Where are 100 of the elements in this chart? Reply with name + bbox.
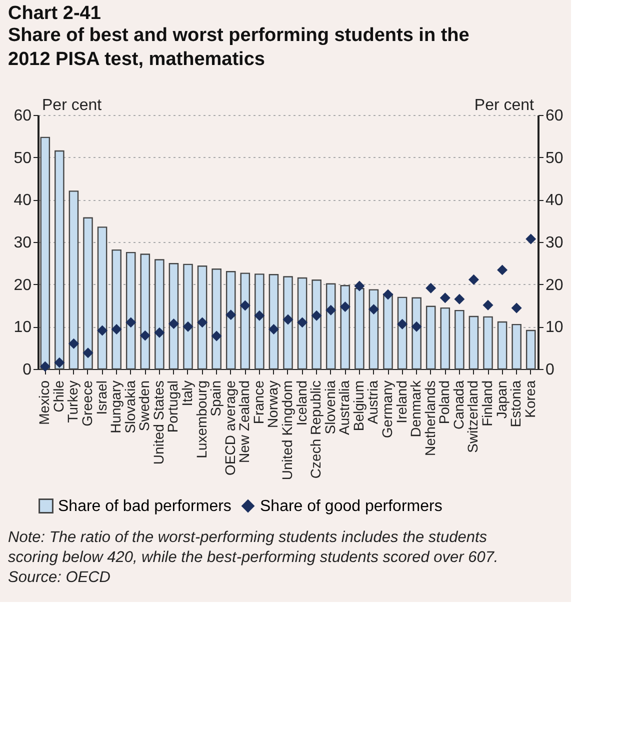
x-tick-label: Chile [50, 380, 66, 412]
x-tick-label: Hungary [108, 380, 124, 434]
x-tick-label: Portugal [164, 380, 181, 433]
point [426, 282, 436, 294]
x-tick-label: United States [150, 380, 166, 465]
x-tick-label: Australia [336, 380, 352, 435]
point [454, 294, 465, 304]
x-tick-label: Korea [522, 380, 538, 418]
point [326, 304, 336, 316]
x-tick-label: Estonia [508, 380, 524, 428]
y-tick-label: 20 [14, 276, 32, 294]
point [354, 280, 365, 292]
bar [168, 262, 179, 370]
point [240, 300, 250, 311]
point [468, 274, 479, 285]
x-tick-label: Turkey [64, 380, 81, 423]
y2-tick-label: 50 [546, 150, 564, 167]
point [168, 318, 179, 329]
y-tick-label: 40 [14, 192, 32, 210]
bar [326, 283, 336, 370]
bar [197, 266, 208, 370]
bar [154, 259, 164, 370]
bar [54, 150, 64, 370]
bar [483, 316, 493, 370]
x-tick-label: Switzerland [464, 380, 481, 453]
text: Note: The ratio of the worst-performing students includes the students scoring below 420, while the best-performing students scored over 607. [8, 529, 498, 566]
y2-tick-label: 40 [546, 192, 564, 210]
chart-title: Chart 2-41 [8, 3, 102, 24]
bar [383, 293, 393, 370]
point [126, 317, 136, 328]
y2-tick-label: 20 [546, 276, 564, 294]
y-tick-label: 10 [14, 319, 32, 336]
y-tick-label: 50 [14, 150, 32, 167]
point [226, 310, 236, 320]
point [111, 324, 122, 334]
x-tick-label: Sweden [136, 380, 152, 432]
y2-tick-label: 30 [546, 234, 564, 252]
point [526, 234, 536, 244]
bar [440, 307, 450, 370]
bar [240, 272, 250, 370]
bar [68, 190, 79, 370]
point [397, 318, 408, 330]
x-tick-label: Greece [79, 380, 95, 426]
bar [354, 288, 364, 370]
point [297, 317, 308, 328]
point [511, 302, 522, 314]
bar [268, 274, 279, 370]
x-tick-label: Poland [436, 380, 452, 424]
bar [226, 271, 236, 370]
chart-subtitle: Share of best and worst performing students in the 2012 PISA test, mathematics [8, 25, 470, 70]
bar [454, 310, 464, 370]
x-tick-label: Germany [379, 380, 395, 438]
y2-tick-label: 60 [546, 108, 564, 124]
x-tick-label: Mexico [36, 380, 52, 425]
point [411, 321, 422, 332]
x-tick-label: Denmark [408, 380, 424, 438]
bar [312, 280, 322, 370]
y-tick-label: 0 [22, 362, 32, 378]
x-tick-label: Finland [479, 380, 495, 426]
point [482, 300, 494, 310]
y2-tick-label: 10 [546, 319, 564, 336]
point [140, 330, 150, 341]
point [82, 348, 94, 358]
point [211, 330, 222, 342]
bar [283, 276, 293, 370]
bar [40, 136, 50, 370]
bar [526, 330, 536, 370]
point [197, 317, 208, 328]
bar [368, 289, 379, 370]
point [54, 357, 65, 368]
y-tick-label: 60 [14, 108, 32, 124]
point [154, 327, 165, 338]
bar [512, 324, 522, 370]
bar [83, 217, 93, 370]
legend-label: Share of bad performers [58, 498, 232, 515]
bar [97, 226, 108, 370]
x-tick-label: France [250, 380, 266, 424]
x-tick-label: Czech Republic [308, 380, 324, 479]
point [40, 361, 50, 372]
x-tick-label: United Kingdom [279, 380, 295, 480]
x-tick-label: OECD average [222, 380, 238, 476]
x-tick-label: Italy [179, 380, 195, 406]
point [68, 338, 79, 349]
bar [212, 268, 222, 370]
y2-axis-title: Per cent [474, 97, 535, 114]
y-axis-title: Per cent [42, 97, 102, 114]
y2-tick-label: 0 [546, 362, 554, 378]
x-tick-label: Belgium [350, 380, 366, 432]
point [97, 325, 108, 336]
point [268, 324, 279, 334]
bar [426, 306, 436, 370]
point [311, 310, 322, 321]
bar [497, 321, 508, 370]
x-tick-label: Slovenia [322, 380, 338, 434]
x-tick-label: Norway [264, 380, 281, 428]
point [382, 289, 394, 300]
x-tick-label: Israel [93, 380, 110, 415]
x-tick-label: Canada [450, 380, 466, 430]
bar [412, 297, 422, 370]
y-tick-label: 30 [14, 234, 32, 252]
